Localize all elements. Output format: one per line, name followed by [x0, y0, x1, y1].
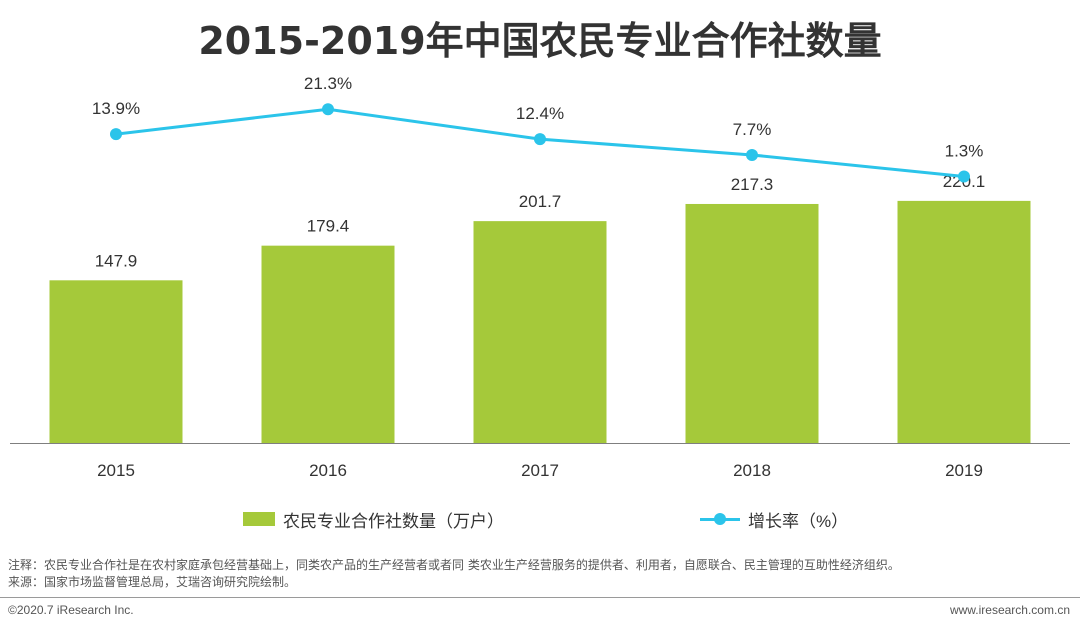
growth-point-2019 [958, 170, 970, 183]
growth-label-2018: 7.7% [733, 120, 772, 139]
legend-swatch-bar [243, 512, 275, 526]
footer-website[interactable]: www.iresearch.com.cn [949, 603, 1070, 617]
bar-label-2018: 217.3 [731, 175, 774, 194]
note-text: 注释：农民专业合作社是在农村家庭承包经营基础上，同类农产品的生产经营者或者同 类… [8, 558, 900, 572]
bar-2016 [261, 245, 395, 443]
growth-point-2015 [110, 128, 122, 141]
legend-label-line: 增长率（%） [748, 511, 849, 531]
bar-label-2016: 179.4 [307, 217, 350, 236]
growth-point-2018 [746, 148, 758, 161]
legend-label-bar: 农民专业合作社数量（万户） [283, 511, 504, 531]
legend-item-bar: 农民专业合作社数量（万户） [243, 505, 504, 533]
x-tick-2019: 2019 [945, 461, 983, 480]
bar-2019 [897, 200, 1031, 443]
chart-notes: 注释：农民专业合作社是在农村家庭承包经营基础上，同类农产品的生产经营者或者同 类… [8, 557, 900, 591]
chart-legend: 农民专业合作社数量（万户） 增长率（%） [0, 505, 1080, 533]
bar-label-2015: 147.9 [95, 251, 138, 270]
growth-label-2015: 13.9% [92, 99, 140, 118]
x-tick-2018: 2018 [733, 461, 771, 480]
legend-item-line: 增长率（%） [700, 505, 848, 533]
bar-label-2017: 201.7 [519, 192, 562, 211]
footer-divider [0, 597, 1080, 598]
bar-2015 [49, 280, 183, 443]
growth-point-2017 [534, 133, 546, 146]
x-tick-2016: 2016 [309, 461, 347, 480]
growth-point-2016 [322, 103, 334, 116]
legend-swatch-line [700, 512, 740, 526]
x-tick-2015: 2015 [97, 461, 135, 480]
chart-title: 2015-2019年中国农民专业合作社数量 [198, 19, 882, 63]
combo-chart: 147.92015179.42016201.72017217.32018220.… [10, 74, 1070, 480]
source-text: 来源：国家市场监督管理总局，艾瑞咨询研究院绘制。 [8, 575, 297, 589]
x-tick-2017: 2017 [521, 461, 559, 480]
bar-2018 [685, 203, 819, 443]
growth-label-2019: 1.3% [945, 141, 984, 160]
footer-copyright: ©2020.7 iResearch Inc. [8, 603, 134, 617]
bar-2017 [473, 221, 607, 443]
growth-label-2016: 21.3% [304, 74, 352, 93]
growth-label-2017: 12.4% [516, 104, 564, 123]
